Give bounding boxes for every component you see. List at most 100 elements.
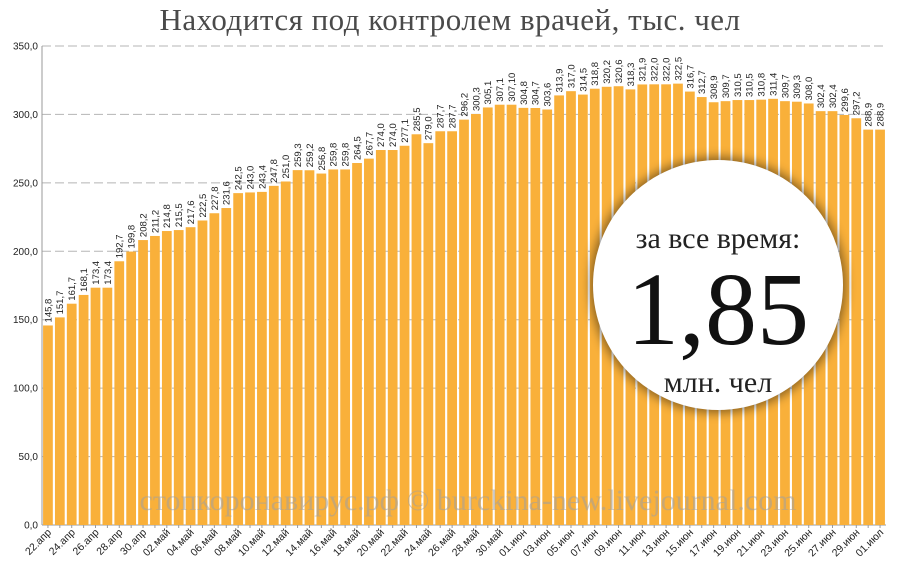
bar: [566, 91, 576, 526]
bar-data-label: 211,2: [150, 210, 161, 233]
y-tick-label: 350,0: [13, 42, 38, 53]
bar-data-label: 302,4: [816, 84, 827, 108]
bar-data-label: 309,3: [792, 75, 803, 99]
bar: [471, 114, 481, 525]
bar-data-label: 192,7: [115, 234, 126, 258]
bar-data-label: 312,7: [697, 70, 708, 94]
bar: [221, 208, 232, 525]
bar: [102, 287, 113, 525]
bar-data-label: 287,7: [436, 104, 447, 128]
y-tick-label: 250,0: [13, 178, 38, 189]
bar-data-label: 256,8: [317, 147, 328, 171]
bar-data-label: 320,6: [614, 59, 625, 83]
bar-data-label: 307,1: [495, 78, 506, 102]
bar: [257, 191, 267, 525]
bar: [435, 131, 446, 525]
bar: [316, 173, 327, 526]
bar: [839, 114, 850, 525]
bar: [185, 227, 196, 525]
bar-data-label: 305,1: [483, 81, 494, 105]
bar-data-label: 215,5: [174, 203, 185, 227]
bar: [54, 317, 65, 525]
bar: [150, 235, 160, 526]
chart-title: Находится под контролем врачей, тыс. чел: [159, 2, 741, 37]
bar: [863, 129, 874, 525]
bar-data-label: 259,3: [293, 143, 304, 167]
bar: [245, 192, 255, 526]
bar: [268, 185, 279, 526]
badge-unit: млн. чел: [663, 366, 773, 399]
bar-data-label: 267,7: [364, 132, 375, 156]
bar-data-label: 251,0: [281, 155, 292, 179]
bar-data-label: 316,7: [685, 65, 696, 89]
bar-data-label: 288,9: [875, 103, 886, 127]
bar-data-label: 259,8: [341, 143, 352, 167]
watermark-text: стопкоронавирус.рф © burckina-new.livejo…: [139, 484, 797, 517]
y-tick-label: 300,0: [13, 110, 38, 121]
bar-data-label: 168,1: [79, 268, 90, 292]
bar-data-label: 274,0: [376, 123, 387, 147]
total-badge: за все время: 1,85 млн. чел: [593, 160, 843, 410]
y-tick-label: 100,0: [13, 384, 38, 395]
bar-data-label: 322,0: [650, 58, 661, 82]
bar-data-label: 321,9: [638, 58, 649, 82]
bar-data-label: 242,5: [234, 166, 245, 190]
bar-data-label: 317,0: [566, 64, 577, 88]
bar-data-label: 243,4: [257, 165, 268, 189]
bar-data-label: 299,6: [840, 88, 851, 112]
bar: [554, 95, 564, 525]
bar: [90, 287, 101, 525]
bar: [43, 325, 53, 525]
bar-data-label: 199,8: [127, 225, 138, 249]
bar-data-label: 296,2: [459, 93, 470, 117]
bar-data-label: 307,10: [507, 73, 518, 102]
bar-data-label: 173,4: [103, 261, 114, 285]
bar-data-label: 320,2: [602, 60, 613, 84]
bar: [875, 129, 885, 525]
bar: [482, 107, 493, 526]
bar-data-label: 314,5: [578, 68, 589, 92]
bar: [173, 230, 184, 525]
bar-data-label: 303,6: [543, 83, 554, 107]
bar-data-label: 304,7: [531, 81, 542, 105]
bar-data-label: 145,8: [43, 299, 54, 323]
bar: [233, 193, 244, 525]
bar-data-label: 227,8: [210, 186, 221, 210]
bar-data-label: 277,1: [400, 119, 411, 143]
bar-data-label: 231,6: [222, 181, 233, 205]
bar-data-label: 322,5: [673, 57, 684, 81]
bar-data-label: 304,8: [519, 81, 530, 105]
bar-data-label: 259,8: [329, 143, 340, 167]
bar-data-label: 318,3: [626, 63, 637, 87]
bar-data-label: 308,9: [709, 75, 720, 99]
bar-data-label: 310,8: [757, 73, 768, 97]
bar-data-label: 222,5: [198, 194, 209, 218]
bar-data-label: 311,4: [768, 73, 779, 96]
bar-data-label: 302,4: [828, 84, 839, 108]
bar: [530, 107, 541, 526]
bar-data-label: 300,3: [471, 87, 482, 111]
bar-data-label: 279,0: [424, 116, 435, 140]
bar-data-label: 318,8: [590, 62, 601, 86]
bar-data-label: 313,9: [554, 69, 565, 93]
bar: [66, 303, 77, 525]
bar-data-label: 310,5: [733, 73, 744, 97]
bar-data-label: 310,5: [745, 73, 756, 97]
bar: [375, 150, 386, 526]
bar: [518, 107, 529, 525]
bar: [577, 94, 588, 525]
bar-data-label: 287,7: [448, 104, 459, 128]
bar-data-label: 297,2: [852, 91, 863, 115]
bar-data-label: 285,5: [412, 107, 423, 131]
bar: [352, 163, 362, 525]
bar: [114, 261, 125, 525]
bar-data-label: 217,6: [186, 200, 197, 224]
bar-data-label: 173,4: [91, 261, 102, 285]
bar: [292, 170, 303, 525]
badge-value: 1,85: [627, 252, 809, 367]
bar-data-label: 309,7: [721, 74, 732, 98]
bar: [197, 220, 208, 525]
bar: [209, 213, 220, 525]
bar: [506, 104, 517, 525]
bar: [411, 134, 422, 525]
